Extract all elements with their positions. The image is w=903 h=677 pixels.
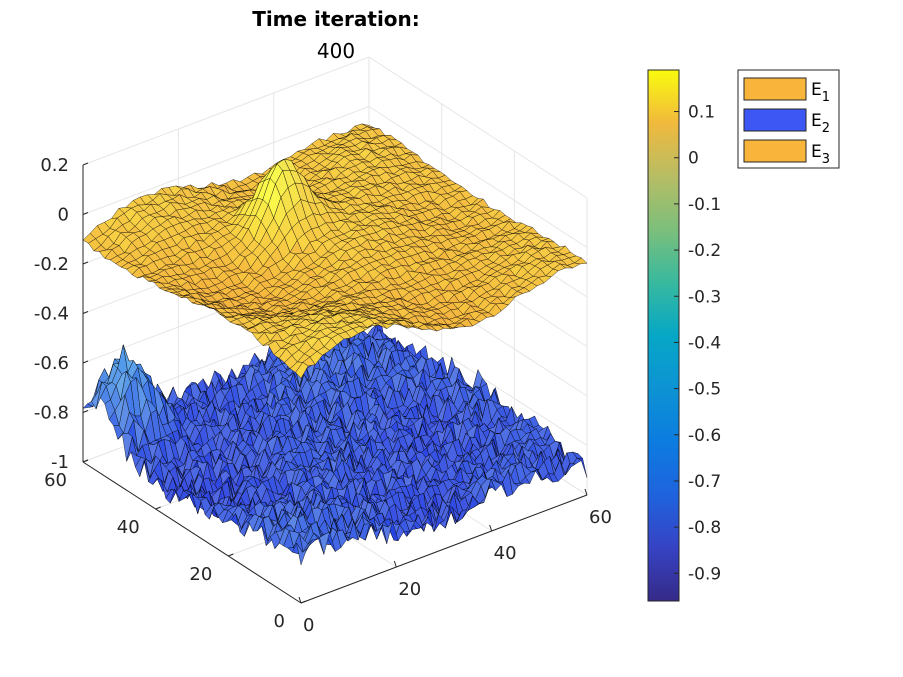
- z-tick-label: 0.2: [40, 155, 69, 176]
- colorbar-tick-label: -0.5: [688, 380, 721, 400]
- chart-subtitle: 400: [317, 39, 355, 63]
- y-tick-mark: [228, 553, 234, 557]
- y-tick-mark: [155, 506, 161, 510]
- legend-swatch: [743, 108, 807, 132]
- y-tick-mark: [82, 459, 89, 463]
- colorbar-tick-label: -0.4: [688, 333, 721, 353]
- x-tick-label: 0: [303, 615, 314, 636]
- z-tick-mark: [82, 162, 89, 166]
- surface-patch: [296, 542, 308, 566]
- z-tick-mark: [82, 360, 89, 364]
- colorbar-ticks: 0.1 0 -0.1 -0.2 -0.3 -0.4 -0.5 -0.6 -0.7 -0.8 -0.9: [674, 103, 721, 584]
- colorbar-tick-label: -0.6: [688, 426, 721, 446]
- z-tick-label: -0.6: [34, 353, 69, 374]
- y-tick-label: 0: [274, 611, 285, 632]
- z-tick-label: -0.2: [34, 254, 69, 275]
- z-tick-mark: [82, 261, 89, 265]
- z-tick-label: -0.8: [34, 403, 69, 424]
- colorbar-tick-label: -0.1: [688, 195, 721, 215]
- z-axis-ticks: -1-0.8-0.6-0.4-0.200.2: [34, 155, 89, 473]
- y-tick-label: 40: [117, 517, 140, 538]
- colorbar: 0.1 0 -0.1 -0.2 -0.3 -0.4 -0.5 -0.6 -0.7 -0.8 -0.9: [647, 69, 721, 602]
- z-tick-label: 0: [58, 205, 69, 226]
- chart-title: Time iteration:: [252, 7, 420, 31]
- y-tick-label: 60: [44, 470, 67, 491]
- colorbar-tick-label: -0.3: [688, 287, 721, 307]
- legend-swatch: [743, 139, 807, 163]
- y-tick-mark: [300, 600, 307, 604]
- x-tick-label: 60: [589, 507, 612, 528]
- y-tick-label: 20: [189, 564, 212, 585]
- colorbar-tick-label: -0.8: [688, 518, 721, 538]
- colorbar-tick-label: 0.1: [688, 103, 715, 123]
- z-tick-mark: [82, 311, 89, 314]
- legend-swatch: [743, 77, 807, 101]
- z-tick-mark: [82, 212, 89, 215]
- colorbar-tick-label: -0.9: [688, 564, 721, 584]
- z-tick-label: -0.4: [34, 304, 69, 325]
- colorbar-tick-label: 0: [688, 149, 699, 169]
- colorbar-gradient: [647, 69, 680, 602]
- colorbar-tick-label: -0.2: [688, 241, 721, 261]
- z-tick-mark: [82, 410, 89, 413]
- surface-e2: [82, 318, 588, 566]
- colorbar-tick-label: -0.7: [688, 472, 721, 492]
- x-tick-label: 20: [398, 579, 421, 600]
- surface-e1: [82, 123, 588, 379]
- x-tick-label: 40: [494, 543, 517, 564]
